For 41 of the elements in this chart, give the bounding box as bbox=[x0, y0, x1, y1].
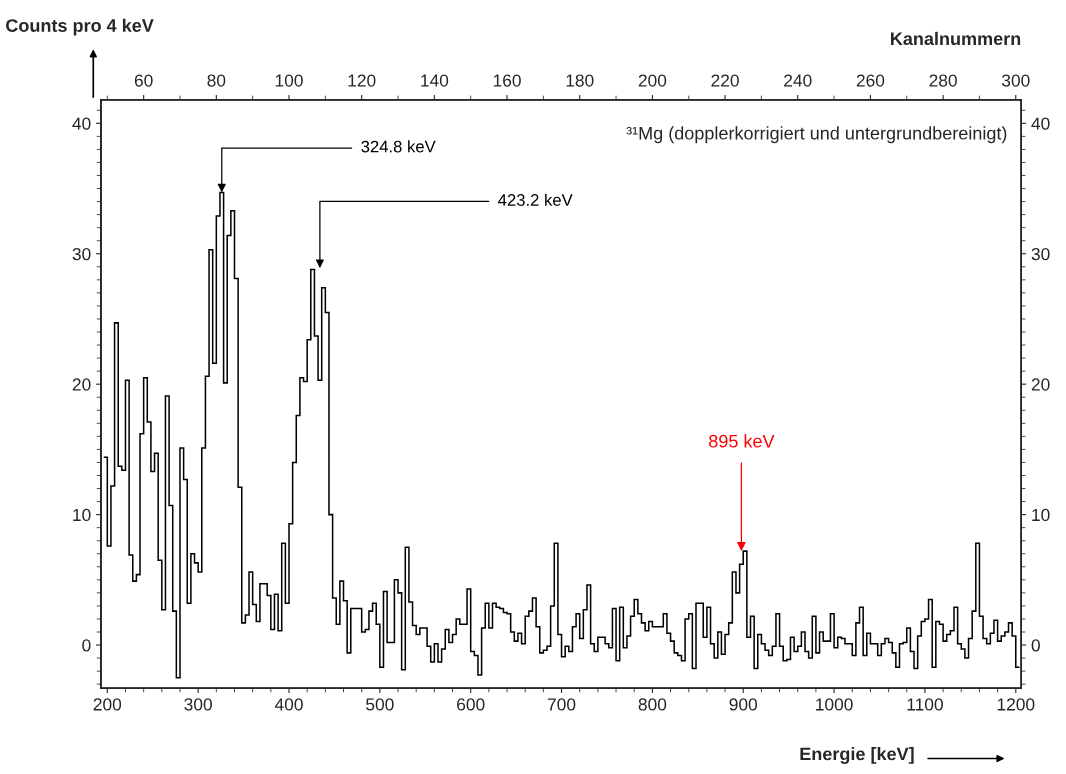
y2-tick-label: 40 bbox=[1031, 117, 1050, 130]
annotation: 324.8 keV bbox=[361, 140, 436, 153]
y-tick-label: 0 bbox=[82, 639, 91, 652]
y-tick-label: 20 bbox=[72, 378, 91, 391]
y-axis-title: Counts pro 4 keV bbox=[6, 18, 154, 36]
annotation: ³¹Mg (dopplerkorrigiert und untergrundbereinigt) bbox=[626, 126, 1007, 144]
x-tick-label: 900 bbox=[729, 698, 758, 711]
x2-tick-label: 300 bbox=[1001, 74, 1030, 87]
x-tick-label: 700 bbox=[547, 698, 576, 711]
x2-tick-label: 180 bbox=[566, 74, 594, 87]
x2-tick-label: 120 bbox=[348, 74, 376, 87]
x2-tick-label: 200 bbox=[638, 74, 667, 87]
y2-tick-label: 10 bbox=[1032, 508, 1050, 522]
x-tick-label: 1100 bbox=[907, 698, 943, 711]
x-tick-label: 300 bbox=[184, 698, 212, 711]
x2-tick-label: 280 bbox=[929, 74, 957, 87]
x2-tick-label: 140 bbox=[421, 74, 449, 87]
x-axis-title: Energie [keV] bbox=[800, 747, 914, 764]
x-tick-label: 500 bbox=[366, 698, 394, 711]
x2-tick-label: 60 bbox=[134, 74, 153, 87]
y-tick-label: 30 bbox=[72, 247, 91, 261]
x-tick-label: 200 bbox=[93, 698, 122, 711]
y2-tick-label: 30 bbox=[1031, 247, 1050, 261]
x2-tick-label: 160 bbox=[493, 74, 521, 87]
y-tick-label: 10 bbox=[73, 508, 91, 522]
x2-tick-label: 240 bbox=[784, 74, 812, 87]
x-tick-label: 400 bbox=[274, 698, 303, 711]
x-tick-label: 800 bbox=[638, 698, 667, 711]
annotation: 895 keV bbox=[709, 434, 775, 448]
y-tick-label: 40 bbox=[72, 117, 91, 130]
y2-tick-label: 0 bbox=[1031, 639, 1040, 652]
x2-tick-label: 260 bbox=[856, 74, 885, 87]
x-tick-label: 600 bbox=[457, 698, 485, 711]
x-tick-label: 1200 bbox=[997, 698, 1035, 711]
x2-axis-title: Kanalnummern bbox=[891, 31, 1021, 46]
x-tick-label: 1000 bbox=[816, 698, 853, 711]
x2-tick-label: 80 bbox=[207, 74, 226, 87]
annotation: 423.2 keV bbox=[498, 193, 573, 206]
y2-tick-label: 20 bbox=[1031, 378, 1050, 391]
x2-tick-label: 220 bbox=[711, 74, 739, 87]
x2-tick-label: 100 bbox=[275, 74, 303, 87]
